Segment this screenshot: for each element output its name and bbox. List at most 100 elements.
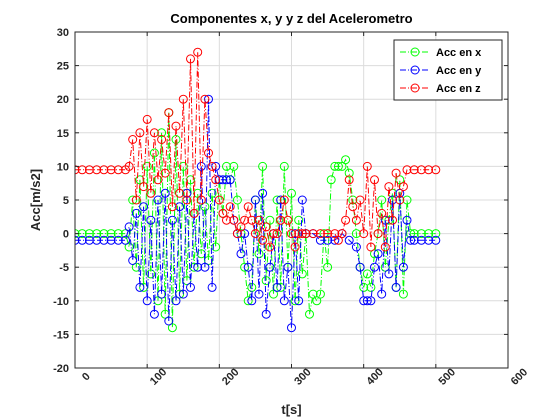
data-point — [218, 175, 228, 185]
data-point — [261, 222, 271, 232]
data-point — [128, 256, 138, 265]
data-point — [351, 215, 361, 225]
data-point — [330, 161, 340, 171]
data-point — [308, 289, 318, 299]
data-point — [135, 282, 145, 292]
series-2 — [75, 94, 441, 333]
data-point — [402, 195, 412, 205]
data-point — [431, 229, 441, 239]
data-point — [294, 229, 304, 239]
data-point — [157, 128, 167, 138]
data-point — [99, 235, 109, 245]
data-point — [232, 195, 242, 205]
data-point — [171, 296, 181, 306]
data-point — [258, 235, 268, 245]
data-point — [113, 165, 123, 175]
data-point — [287, 229, 296, 239]
data-point — [149, 128, 159, 138]
data-point — [99, 165, 109, 175]
data-point — [402, 165, 412, 175]
y-tick-label: 25 — [57, 61, 69, 73]
data-point — [229, 161, 239, 171]
data-point — [131, 208, 141, 218]
data-point — [344, 168, 354, 178]
data-point — [391, 168, 401, 178]
data-point — [315, 289, 325, 299]
data-point — [153, 175, 163, 185]
y-tick-label: 30 — [57, 27, 69, 39]
data-point — [178, 289, 188, 299]
data-point — [424, 229, 434, 239]
data-point — [240, 229, 250, 239]
data-point — [222, 161, 231, 171]
data-point — [204, 94, 213, 104]
data-point — [297, 195, 307, 205]
data-point — [351, 229, 361, 239]
x-tick-label: 200 — [220, 366, 241, 387]
data-point — [157, 289, 167, 299]
data-point — [250, 195, 260, 205]
data-point — [362, 296, 372, 306]
data-point — [409, 165, 419, 175]
data-point — [214, 195, 224, 205]
data-point — [186, 282, 195, 292]
data-point — [92, 229, 102, 239]
legend-label: Acc en z — [436, 83, 481, 95]
data-point — [222, 215, 231, 225]
data-point — [193, 47, 203, 57]
y-tick-label: 5 — [63, 195, 69, 207]
data-point — [211, 175, 221, 185]
series-line — [75, 52, 436, 249]
series-line — [75, 112, 436, 328]
data-point — [315, 229, 325, 239]
data-point — [149, 148, 159, 158]
series-3 — [75, 47, 441, 252]
data-point — [146, 269, 156, 279]
data-point — [128, 135, 138, 144]
data-point — [160, 188, 170, 198]
data-point — [157, 135, 167, 144]
y-tick-label: 20 — [57, 94, 69, 106]
data-point — [124, 161, 134, 171]
data-point — [409, 235, 419, 245]
data-point — [175, 188, 185, 198]
data-point — [229, 215, 239, 225]
data-point — [124, 242, 134, 252]
data-point — [337, 229, 347, 239]
data-point — [416, 229, 426, 239]
y-axis-label: Acc[m/s2] — [28, 169, 43, 231]
data-point — [200, 94, 210, 104]
data-point — [276, 215, 286, 225]
chart-title: Componentes x, y y z del Acelerometro — [170, 11, 412, 26]
data-point — [186, 54, 195, 64]
data-point — [218, 208, 228, 218]
data-point — [211, 161, 221, 171]
data-point — [406, 235, 416, 245]
x-tick-label: 100 — [148, 366, 169, 387]
data-point — [395, 175, 405, 185]
data-point — [388, 195, 397, 205]
data-point — [424, 165, 434, 175]
data-point — [106, 235, 116, 245]
data-point — [330, 229, 340, 239]
x-tick-label: 600 — [509, 366, 530, 387]
data-point — [344, 175, 354, 185]
data-point — [424, 235, 434, 245]
data-point — [333, 161, 343, 171]
legend-marker — [410, 83, 420, 93]
data-point — [272, 229, 282, 239]
y-tick-label: 10 — [57, 161, 69, 173]
legend-entry: Acc en y — [400, 65, 482, 77]
data-point — [250, 229, 260, 239]
data-point — [236, 249, 246, 259]
data-point — [247, 296, 257, 306]
data-point — [240, 262, 250, 272]
data-point — [167, 202, 177, 212]
legend-marker — [410, 47, 420, 57]
data-point — [146, 188, 156, 198]
data-point — [323, 229, 333, 239]
data-point — [370, 175, 379, 185]
data-point — [370, 249, 379, 259]
data-point — [370, 262, 379, 272]
data-point — [301, 229, 311, 239]
